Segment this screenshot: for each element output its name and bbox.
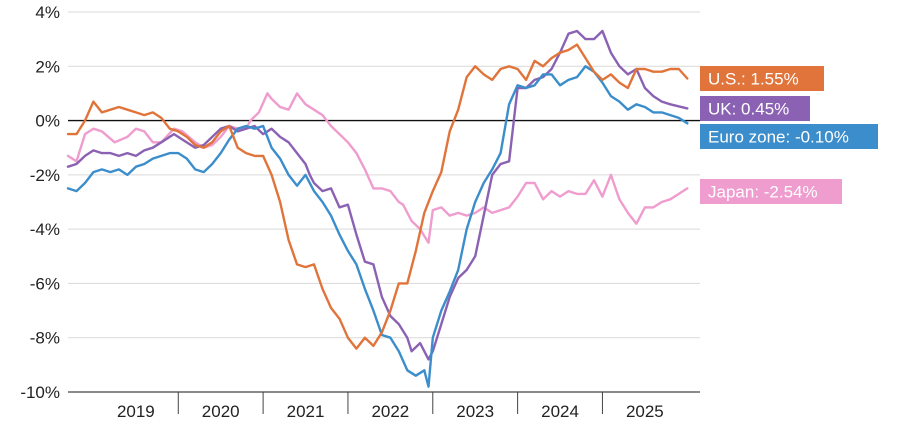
x-tick-label: 2025: [626, 402, 664, 421]
label-japan-text: Japan: -2.54%: [708, 183, 818, 202]
series-line-uk: [66, 29, 689, 361]
y-tick-label: 4%: [35, 3, 60, 22]
label-euro-box: [700, 124, 878, 149]
x-axis-ticks: 2019 2020 2021 2022 2023 2024 2025: [117, 402, 664, 421]
series-line-euro-zone: [66, 65, 689, 388]
grid-layer: [68, 11, 700, 414]
label-euro: Euro zone: -0.10%: [700, 124, 878, 149]
x-tick-label: 2022: [371, 402, 409, 421]
x-tick-label: 2023: [456, 402, 494, 421]
label-japan-box: [700, 179, 842, 204]
label-japan: Japan: -2.54%: [700, 179, 842, 204]
x-tick-label: 2021: [287, 402, 325, 421]
x-tick-label: 2019: [117, 402, 155, 421]
y-axis-ticks: 4% 2% 0% -2% -4% -6% -8% -10%: [20, 3, 60, 402]
series-line-japan: [66, 92, 689, 244]
y-tick-label: -8%: [30, 329, 60, 348]
label-us: U.S.: 1.55%: [700, 66, 824, 91]
x-tick-label: 2020: [202, 402, 240, 421]
label-uk-box: [700, 96, 810, 121]
x-tick-label: 2024: [541, 402, 579, 421]
series-layer: [66, 29, 689, 388]
label-uk-text: UK: 0.45%: [708, 100, 789, 119]
label-uk: UK: 0.45%: [700, 96, 810, 121]
y-tick-label: -4%: [30, 220, 60, 239]
y-tick-label: -6%: [30, 274, 60, 293]
y-tick-label: 0%: [35, 112, 60, 131]
series-line-u-s: [66, 43, 689, 350]
label-us-text: U.S.: 1.55%: [708, 70, 799, 89]
y-tick-label: -10%: [20, 383, 60, 402]
label-euro-text: Euro zone: -0.10%: [708, 128, 849, 147]
y-tick-label: 2%: [35, 57, 60, 76]
y-tick-label: -2%: [30, 166, 60, 185]
label-us-box: [700, 66, 824, 91]
